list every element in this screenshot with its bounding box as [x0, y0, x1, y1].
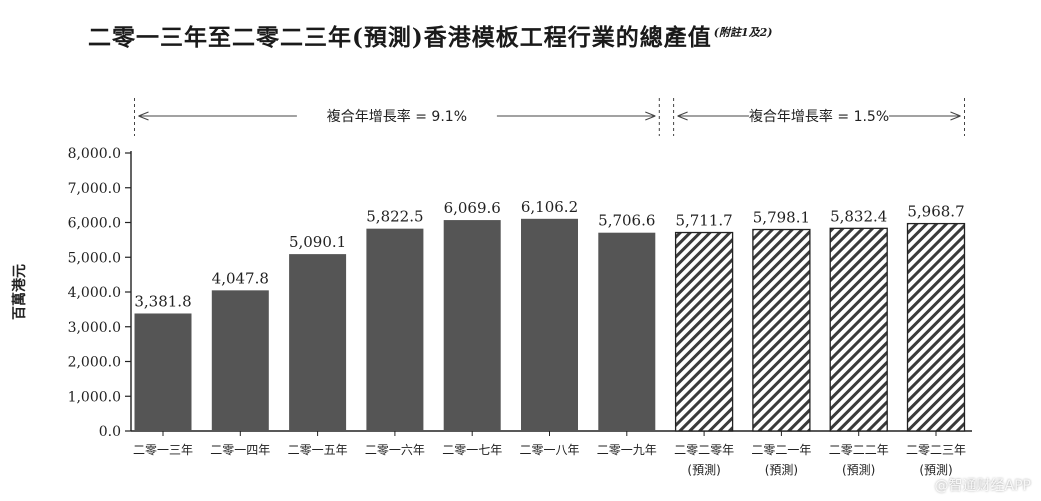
title-footnote: (附註1及2): [713, 26, 773, 39]
x-tick-label: 二零一五年: [288, 443, 348, 457]
bar-forecast: [752, 228, 811, 432]
y-tick-label: 2,000.0: [68, 355, 121, 371]
y-tick-label: 0.0: [99, 424, 121, 440]
x-tick-label: 二零二三年: [906, 443, 966, 457]
y-tick-label: 4,000.0: [68, 285, 121, 301]
bar-actual: [598, 232, 656, 431]
chart-title-block: 二零一三年至二零二三年(預測)香港模板工程行業的總產值 (附註1及2): [88, 18, 772, 52]
cagr-label: 複合年增長率 = 9.1%: [327, 108, 467, 125]
bar-actual: [289, 254, 347, 431]
x-tick-sublabel: (預測): [687, 463, 720, 477]
cagr-arrowhead-left: [138, 111, 149, 121]
cagr-label: 複合年增長率 = 1.5%: [749, 108, 889, 125]
bar-forecast: [674, 231, 734, 432]
x-tick-sublabel: (預測): [842, 463, 875, 477]
chart-title: 二零一三年至二零二三年(預測)香港模板工程行業的總產值: [88, 24, 712, 51]
x-tick-label: 二零一九年: [597, 443, 657, 457]
bar-actual: [521, 218, 578, 431]
y-axis-title: 百萬港元: [11, 264, 28, 320]
x-tick-label: 二零一三年: [133, 443, 193, 457]
bar-actual: [443, 220, 501, 431]
watermark: @智通财经APP: [934, 478, 1031, 494]
data-label: 4,047.8: [212, 269, 269, 287]
cagr-arrowhead-right: [645, 111, 656, 121]
y-tick-label: 5,000.0: [68, 250, 121, 266]
x-tick-sublabel: (預測): [765, 463, 798, 477]
data-label: 5,832.4: [830, 207, 887, 225]
cagr-arrowhead-left: [677, 111, 688, 121]
bar-forecast: [906, 222, 966, 432]
data-label: 5,711.7: [675, 212, 732, 230]
x-tick-label: 二零一八年: [519, 443, 579, 457]
bar-forecast: [829, 227, 888, 432]
x-tick-label: 二零一七年: [442, 443, 502, 457]
data-label: 5,798.1: [753, 209, 810, 227]
data-label: 3,381.8: [134, 292, 191, 310]
cagr-arrowhead-right: [950, 111, 961, 121]
x-tick-label: 二零一四年: [210, 443, 270, 457]
x-tick-label: 二零二零年: [674, 443, 734, 457]
data-label: 6,069.6: [444, 199, 501, 217]
data-label: 5,090.1: [289, 233, 346, 251]
data-label: 6,106.2: [521, 198, 578, 216]
data-label: 5,822.5: [366, 208, 423, 226]
x-tick-label: 二零一六年: [365, 443, 425, 457]
y-tick-label: 3,000.0: [68, 320, 121, 336]
y-tick-label: 6,000.0: [68, 216, 121, 232]
bar-actual: [134, 313, 192, 431]
y-tick-label: 8,000.0: [68, 146, 121, 162]
bar-actual: [366, 228, 424, 431]
data-label: 5,968.7: [907, 203, 964, 221]
y-tick-label: 7,000.0: [68, 181, 121, 197]
x-tick-label: 二零二一年: [751, 443, 811, 457]
data-label: 5,706.6: [598, 212, 655, 230]
y-tick-label: 1,000.0: [68, 389, 121, 405]
x-tick-label: 二零二二年: [829, 443, 889, 457]
bar-actual: [211, 290, 269, 431]
x-tick-sublabel: (預測): [919, 463, 952, 477]
